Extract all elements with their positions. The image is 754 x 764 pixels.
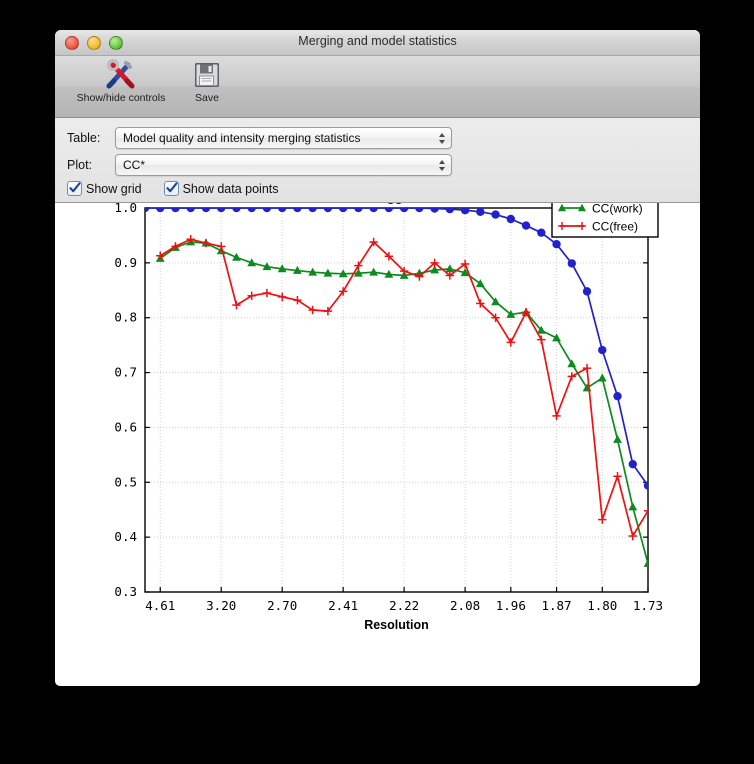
svg-text:2.08: 2.08 — [450, 598, 480, 613]
svg-text:CC(work): CC(work) — [592, 203, 643, 216]
svg-text:1.96: 1.96 — [496, 598, 526, 613]
svg-text:1.73: 1.73 — [633, 598, 663, 613]
toolbar: Show/hide controls Save — [55, 56, 700, 118]
svg-text:0.5: 0.5 — [114, 474, 137, 489]
plot-select-value: CC* — [123, 158, 146, 172]
close-button[interactable] — [65, 36, 79, 50]
chevron-updown-icon — [437, 157, 447, 173]
show-data-points-label: Show data points — [182, 181, 279, 196]
svg-text:2.70: 2.70 — [267, 598, 297, 613]
checkmark-icon — [67, 181, 82, 196]
svg-text:1.80: 1.80 — [587, 598, 617, 613]
svg-text:0.6: 0.6 — [114, 419, 137, 434]
plot-panel: 1.0 0.9 0.8 0.7 0.6 0.5 0.4 0.3 4.61 3.20 2.70 2.41… — [55, 203, 700, 671]
plot-row: Plot: CC* — [67, 153, 700, 177]
svg-text:2.41: 2.41 — [328, 598, 358, 613]
save-button[interactable]: Save — [187, 59, 227, 104]
svg-text:0.9: 0.9 — [114, 255, 137, 270]
svg-text:CC(free): CC(free) — [592, 220, 638, 234]
svg-text:Resolution: Resolution — [364, 618, 429, 632]
save-label: Save — [195, 92, 219, 104]
svg-text:0.3: 0.3 — [114, 584, 137, 599]
table-select-value: Model quality and intensity merging stat… — [123, 131, 361, 145]
maximize-button[interactable] — [109, 36, 123, 50]
show-hide-controls-label: Show/hide controls — [76, 92, 166, 104]
svg-text:2.22: 2.22 — [389, 598, 419, 613]
tools-icon — [104, 59, 138, 91]
checkmark-icon — [163, 181, 179, 196]
svg-text:0.7: 0.7 — [114, 365, 137, 380]
window-title: Merging and model statistics — [298, 34, 457, 48]
show-grid-label: Show grid — [86, 181, 142, 196]
window-controls — [65, 36, 123, 50]
checkbox-row: Show grid Show data points — [67, 181, 700, 196]
svg-text:1.0: 1.0 — [114, 203, 137, 215]
chevron-updown-icon — [437, 130, 447, 146]
show-data-points-checkbox[interactable]: Show data points — [163, 181, 279, 196]
minimize-button[interactable] — [87, 36, 101, 50]
application-window: Merging and model statistics — [55, 30, 700, 686]
table-row: Table: Model quality and intensity mergi… — [67, 126, 700, 150]
show-hide-controls-button[interactable]: Show/hide controls — [73, 59, 169, 104]
controls-panel: Table: Model quality and intensity mergi… — [55, 118, 700, 203]
svg-text:4.61: 4.61 — [145, 598, 175, 613]
svg-text:0.8: 0.8 — [114, 310, 137, 325]
table-label: Table: — [67, 131, 101, 145]
svg-text:3.20: 3.20 — [206, 598, 236, 613]
svg-text:1.87: 1.87 — [541, 598, 571, 613]
cc-star-chart[interactable]: 1.0 0.9 0.8 0.7 0.6 0.5 0.4 0.3 4.61 3.20 2.70 2.41… — [55, 203, 700, 671]
svg-text:CC*: CC* — [386, 203, 407, 207]
window-titlebar: Merging and model statistics — [55, 30, 700, 56]
plot-label: Plot: — [67, 158, 93, 172]
floppy-disk-icon — [192, 59, 222, 91]
show-grid-checkbox[interactable]: Show grid — [67, 181, 142, 196]
table-select[interactable]: Model quality and intensity merging stat… — [115, 127, 452, 149]
plot-select[interactable]: CC* — [115, 154, 452, 176]
svg-text:0.4: 0.4 — [114, 529, 137, 544]
